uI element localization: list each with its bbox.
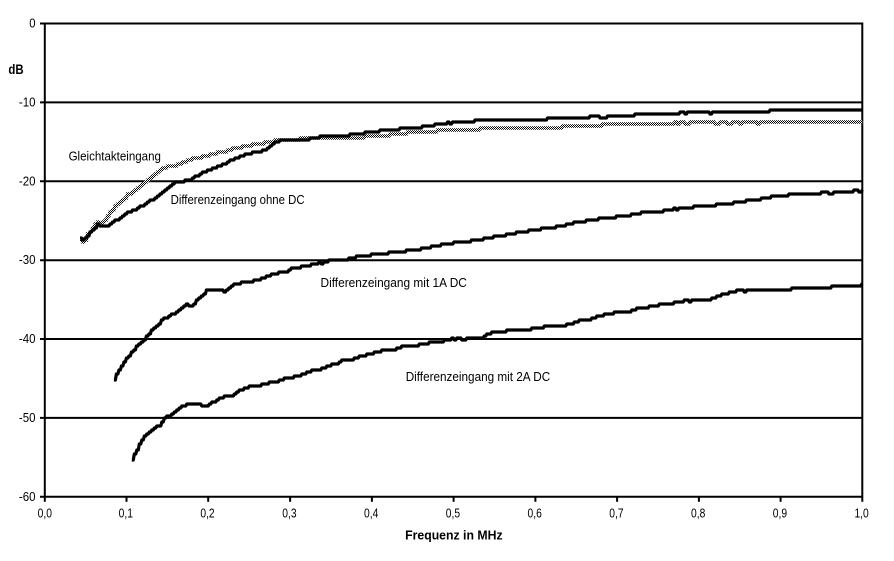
svg-text:0,3: 0,3: [282, 505, 296, 520]
svg-text:0,7: 0,7: [609, 505, 623, 520]
svg-text:0,8: 0,8: [691, 505, 705, 520]
svg-text:0,2: 0,2: [200, 505, 214, 520]
svg-text:dB: dB: [8, 61, 23, 77]
svg-text:0,4: 0,4: [364, 505, 378, 520]
svg-text:Differenzeingang mit 1A DC: Differenzeingang mit 1A DC: [321, 275, 467, 290]
svg-text:Differenzeingang ohne DC: Differenzeingang ohne DC: [171, 192, 305, 207]
svg-text:-20: -20: [19, 173, 36, 188]
svg-text:Frequenz in MHz: Frequenz in MHz: [405, 528, 503, 543]
svg-text:0,0: 0,0: [38, 505, 52, 520]
svg-text:-40: -40: [19, 331, 36, 346]
svg-text:-30: -30: [19, 252, 36, 267]
svg-text:-50: -50: [19, 410, 36, 425]
svg-text:0: 0: [29, 16, 35, 31]
svg-text:0,9: 0,9: [773, 505, 787, 520]
svg-text:0,5: 0,5: [446, 505, 460, 520]
svg-text:0,1: 0,1: [119, 505, 133, 520]
svg-text:Differenzeingang mit 2A DC: Differenzeingang mit 2A DC: [406, 369, 551, 384]
svg-text:Gleichtakteingang: Gleichtakteingang: [69, 149, 161, 164]
svg-text:-10: -10: [19, 94, 36, 109]
svg-text:1,0: 1,0: [854, 505, 868, 520]
svg-text:0,6: 0,6: [528, 505, 542, 520]
svg-text:-60: -60: [19, 489, 36, 504]
